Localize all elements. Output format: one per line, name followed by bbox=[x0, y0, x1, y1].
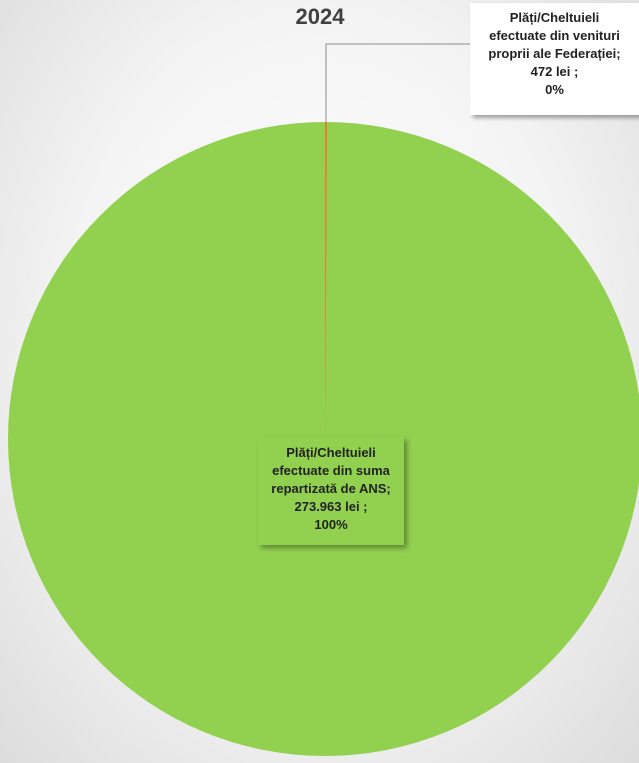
data-label-ans: Plăți/Cheltuieli efectuate din suma repa… bbox=[258, 437, 404, 545]
data-label-federatie: Plăți/Cheltuieli efectuate din venituri … bbox=[470, 3, 639, 115]
label-value: 472 lei ; bbox=[530, 64, 579, 79]
label-line: efectuate din venituri bbox=[489, 28, 620, 43]
chart-title: 2024 bbox=[295, 4, 345, 29]
label-line: repartizată de ANS; bbox=[271, 481, 391, 496]
label-line: efectuate din suma bbox=[272, 463, 390, 478]
label-line: proprii ale Federației; bbox=[488, 46, 621, 61]
pie-slice-federatie bbox=[325, 122, 328, 439]
label-value: 273.963 lei ; bbox=[294, 499, 368, 514]
label-percent: 0% bbox=[545, 82, 564, 97]
label-percent: 100% bbox=[314, 517, 348, 532]
label-line: Plăți/Cheltuieli bbox=[509, 10, 600, 25]
label-line: Plăți/Cheltuieli bbox=[286, 445, 376, 460]
leader-line-federatie bbox=[325, 43, 471, 122]
